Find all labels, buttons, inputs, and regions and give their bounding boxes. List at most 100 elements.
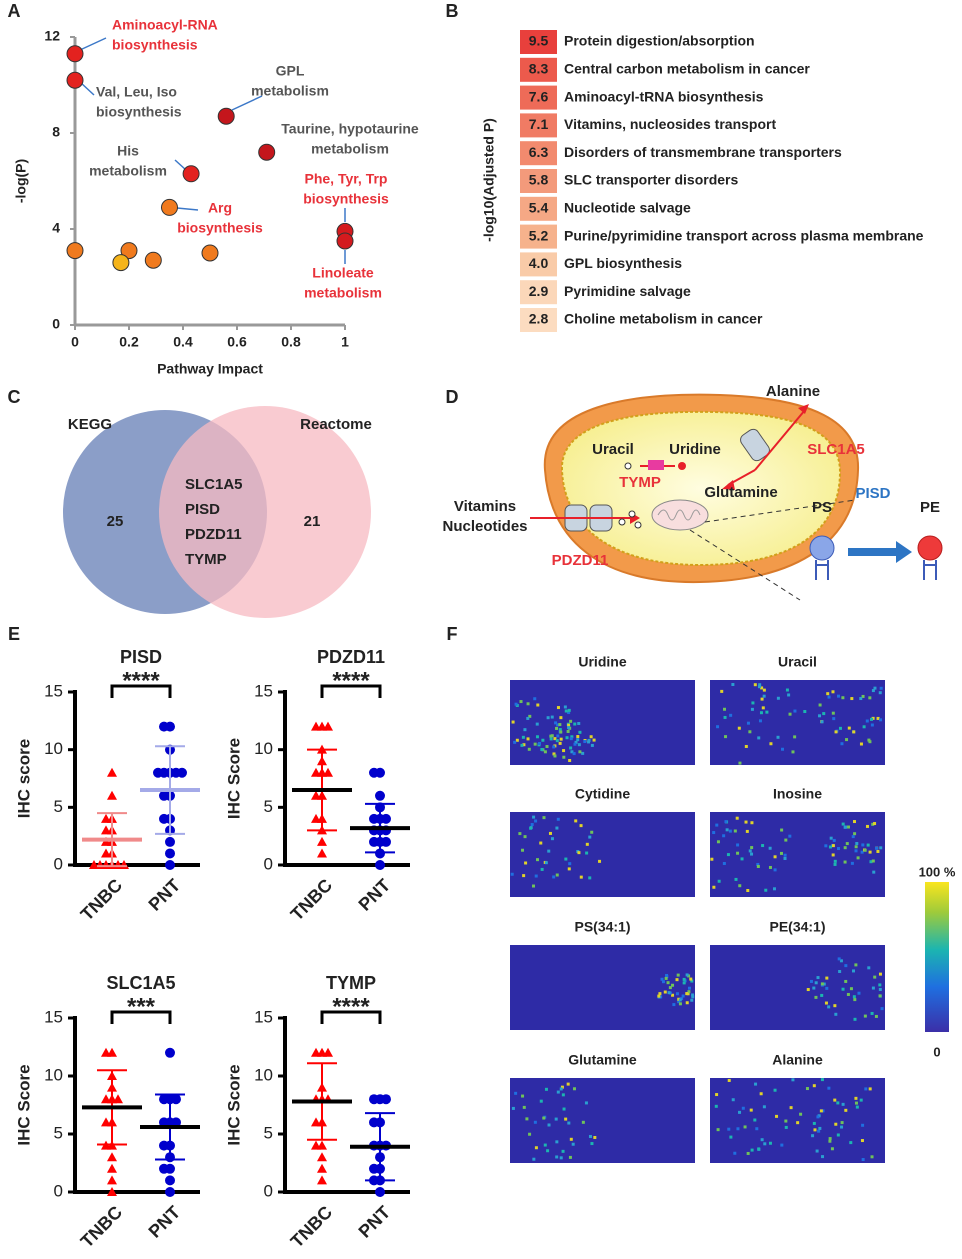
pixel: [733, 1151, 737, 1155]
pixel: [555, 873, 559, 877]
point: [159, 721, 169, 732]
y-tick-label: 10: [44, 1065, 63, 1084]
point: [165, 1047, 175, 1058]
pixel: [520, 743, 524, 747]
pixel: [543, 1143, 547, 1147]
pixel: [850, 697, 854, 701]
pixel: [544, 861, 548, 865]
pixel: [811, 1134, 815, 1138]
pixel: [528, 1132, 532, 1136]
pixel: [869, 860, 873, 864]
value-label: 5.2: [529, 227, 549, 243]
pixel: [576, 735, 580, 739]
pixel: [868, 850, 872, 854]
pixel: [854, 1096, 858, 1100]
image-tile: [510, 1078, 695, 1163]
point: [66, 71, 84, 89]
pixel: [854, 1101, 858, 1105]
value-label: 7.1: [529, 116, 549, 132]
y-tick-label: 4: [52, 220, 60, 236]
set-label: KEGG: [68, 416, 112, 433]
pixel: [563, 705, 567, 709]
molecule: [624, 462, 632, 470]
set-label: Reactome: [300, 416, 372, 433]
pixel: [737, 726, 741, 730]
pixel: [532, 815, 536, 819]
pixel: [861, 1158, 865, 1162]
pixel: [851, 835, 855, 839]
pixel: [840, 742, 844, 746]
pixel: [682, 977, 686, 981]
pixel: [579, 824, 583, 828]
cell: [520, 280, 557, 305]
pixel: [590, 1142, 594, 1146]
pixel: [828, 1137, 832, 1141]
point: [159, 1140, 169, 1151]
molecule: [634, 521, 642, 529]
category-label: SLC transporter disorders: [564, 172, 738, 188]
pixel: [844, 964, 848, 968]
pixel: [691, 995, 695, 999]
pixel: [871, 859, 875, 863]
point: [182, 165, 200, 183]
pixel: [555, 726, 559, 730]
pixel: [556, 723, 560, 727]
shared-item: SLC1A5: [185, 476, 243, 493]
cell: [520, 141, 557, 166]
value-label: 5.4: [529, 200, 549, 216]
pixel: [568, 1155, 572, 1159]
pixel: [559, 716, 563, 720]
pixel: [852, 995, 856, 999]
pixel: [720, 689, 724, 693]
pixel: [729, 1135, 733, 1139]
pixel: [765, 710, 769, 714]
pixel: [598, 859, 602, 863]
point: [113, 1094, 123, 1104]
pixel: [764, 888, 768, 892]
y-tick-label: 15: [254, 1007, 273, 1026]
diagram-label: Alanine: [766, 383, 820, 400]
image-title: Uracil: [778, 654, 817, 670]
pixel: [753, 1118, 757, 1122]
y-tick-label: 0: [54, 854, 63, 873]
pixel: [768, 1141, 772, 1145]
chart-title: TYMP: [326, 973, 376, 993]
pixel: [556, 1090, 560, 1094]
pixel: [590, 743, 594, 747]
point: [161, 198, 178, 216]
pixel: [826, 692, 830, 696]
pixel: [573, 722, 577, 726]
x-tick-label: TNBC: [287, 875, 336, 924]
pixel: [574, 740, 578, 744]
significance-bracket: [320, 1010, 382, 1024]
x-tick-label: 1: [341, 334, 349, 350]
point: [153, 767, 163, 778]
y-tick-label: 0: [54, 1181, 63, 1200]
pixel: [874, 846, 878, 850]
pixel: [733, 829, 737, 833]
point: [165, 1175, 175, 1186]
pixel: [716, 840, 720, 844]
mitochondrion: [651, 499, 709, 531]
pixel: [768, 846, 772, 850]
pixel: [592, 738, 596, 742]
x-tick-label: PNT: [145, 1202, 185, 1242]
pixel: [836, 1133, 840, 1137]
pixel: [820, 1078, 824, 1082]
pixel: [534, 1146, 538, 1150]
pixel: [837, 694, 841, 698]
x-tick-label: PNT: [355, 875, 395, 915]
pixel: [784, 1125, 788, 1129]
significance-bracket: [110, 684, 172, 698]
pixel: [572, 752, 576, 756]
pixel: [552, 875, 556, 879]
pixel: [762, 688, 766, 692]
pixel: [772, 887, 776, 891]
diagram-label: PDZD11: [552, 552, 609, 569]
panel-label: B: [446, 1, 459, 21]
image-title: Uridine: [578, 654, 626, 670]
y-axis-label: IHC score: [14, 739, 33, 818]
significance-label: ***: [127, 993, 156, 1020]
pixel: [522, 874, 526, 878]
